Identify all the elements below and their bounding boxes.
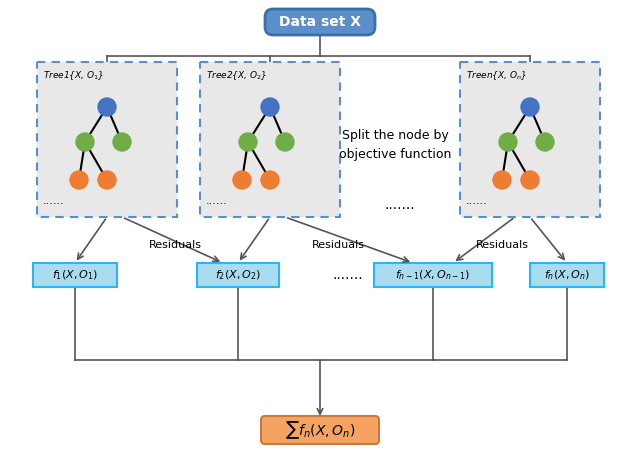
Circle shape xyxy=(499,133,517,151)
Text: ......: ...... xyxy=(206,196,228,206)
Text: Tree2{$X$, $O_2$}: Tree2{$X$, $O_2$} xyxy=(206,70,268,82)
Circle shape xyxy=(493,171,511,189)
Circle shape xyxy=(536,133,554,151)
FancyBboxPatch shape xyxy=(197,263,279,287)
Text: .......: ....... xyxy=(385,198,415,212)
Text: Residuals: Residuals xyxy=(148,240,202,250)
Text: $f_1(X,O_1)$: $f_1(X,O_1)$ xyxy=(52,268,98,282)
Text: $f_2(X,O_2)$: $f_2(X,O_2)$ xyxy=(215,268,261,282)
FancyBboxPatch shape xyxy=(374,263,492,287)
Circle shape xyxy=(521,171,539,189)
Circle shape xyxy=(98,98,116,116)
Circle shape xyxy=(98,171,116,189)
Circle shape xyxy=(261,171,279,189)
Circle shape xyxy=(261,98,279,116)
Text: Treen{$X$, $O_n$}: Treen{$X$, $O_n$} xyxy=(466,70,527,82)
Text: ......: ...... xyxy=(43,196,65,206)
Circle shape xyxy=(113,133,131,151)
Circle shape xyxy=(70,171,88,189)
Circle shape xyxy=(239,133,257,151)
FancyBboxPatch shape xyxy=(460,62,600,217)
Text: ......: ...... xyxy=(466,196,488,206)
Circle shape xyxy=(76,133,94,151)
FancyBboxPatch shape xyxy=(265,9,375,35)
FancyBboxPatch shape xyxy=(37,62,177,217)
Text: Residuals: Residuals xyxy=(476,240,529,250)
Text: $f_n(X,O_n)$: $f_n(X,O_n)$ xyxy=(544,268,590,282)
Text: $f_{n-1}(X,O_{n-1})$: $f_{n-1}(X,O_{n-1})$ xyxy=(396,268,470,282)
Text: Split the node by
objective function: Split the node by objective function xyxy=(339,129,451,161)
Text: Data set X: Data set X xyxy=(279,15,361,29)
Text: $\sum f_n(X, O_n)$: $\sum f_n(X, O_n)$ xyxy=(285,419,355,441)
Text: .......: ....... xyxy=(333,268,364,282)
Text: Tree1{$X$, $O_1$}: Tree1{$X$, $O_1$} xyxy=(43,70,104,82)
Circle shape xyxy=(233,171,251,189)
Circle shape xyxy=(521,98,539,116)
FancyBboxPatch shape xyxy=(261,416,379,444)
Circle shape xyxy=(276,133,294,151)
FancyBboxPatch shape xyxy=(33,263,117,287)
FancyBboxPatch shape xyxy=(200,62,340,217)
FancyBboxPatch shape xyxy=(530,263,604,287)
Text: Residuals: Residuals xyxy=(312,240,365,250)
